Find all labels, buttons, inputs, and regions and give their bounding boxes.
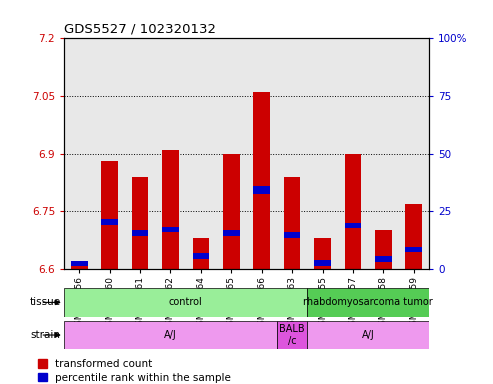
Bar bbox=[375, 230, 391, 269]
Text: tissue: tissue bbox=[29, 297, 61, 308]
Bar bbox=[284, 177, 300, 269]
Text: A/J: A/J bbox=[362, 330, 375, 340]
Bar bbox=[314, 260, 331, 266]
Bar bbox=[162, 150, 179, 269]
Bar bbox=[102, 161, 118, 269]
Text: strain: strain bbox=[31, 330, 61, 340]
Bar bbox=[71, 261, 88, 269]
Bar bbox=[223, 230, 240, 236]
Bar bbox=[162, 227, 179, 232]
Legend: transformed count, percentile rank within the sample: transformed count, percentile rank withi… bbox=[34, 355, 236, 384]
Bar bbox=[345, 154, 361, 269]
Bar bbox=[253, 92, 270, 269]
Bar bbox=[253, 186, 270, 194]
Bar bbox=[71, 261, 88, 266]
Bar bbox=[132, 230, 148, 236]
Bar bbox=[64, 321, 277, 349]
Text: control: control bbox=[169, 297, 203, 308]
Bar bbox=[405, 247, 422, 252]
Bar bbox=[405, 204, 422, 269]
Text: BALB
/c: BALB /c bbox=[280, 324, 305, 346]
Bar bbox=[132, 177, 148, 269]
Bar bbox=[284, 232, 300, 238]
Bar bbox=[223, 154, 240, 269]
Bar bbox=[102, 219, 118, 225]
Text: GDS5527 / 102320132: GDS5527 / 102320132 bbox=[64, 23, 216, 36]
Bar bbox=[375, 256, 391, 262]
Bar bbox=[345, 223, 361, 228]
Text: rhabdomyosarcoma tumor: rhabdomyosarcoma tumor bbox=[303, 297, 433, 308]
Bar bbox=[307, 288, 429, 317]
Bar bbox=[193, 238, 209, 269]
Bar bbox=[314, 238, 331, 269]
Bar bbox=[307, 321, 429, 349]
Bar bbox=[193, 253, 209, 259]
Text: A/J: A/J bbox=[164, 330, 177, 340]
Bar bbox=[277, 321, 307, 349]
Bar bbox=[64, 288, 307, 317]
